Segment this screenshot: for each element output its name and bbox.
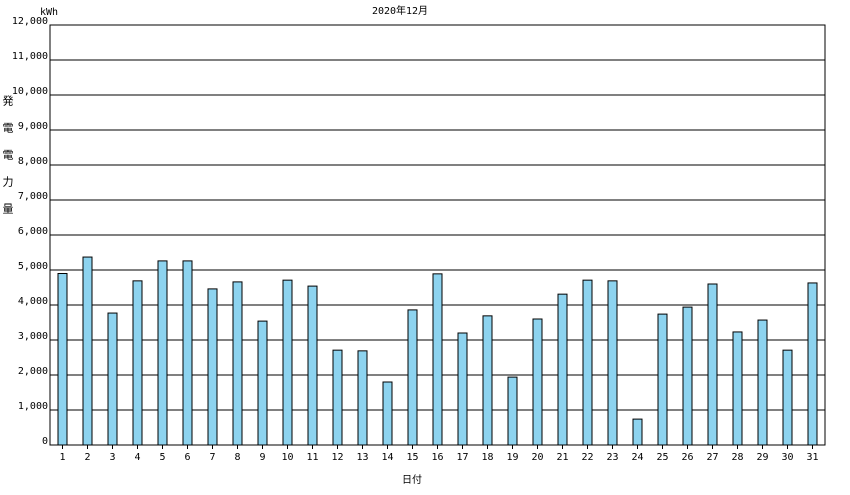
bar [507,376,518,446]
bar [582,279,593,446]
x-tick-label: 8 [234,452,240,463]
y-axis-label: 発電電力量 [1,94,14,230]
bar [107,312,118,446]
bar [707,283,718,446]
bar [632,418,643,446]
x-tick-label: 29 [756,452,768,463]
y-tick-label: 7,000 [18,191,48,202]
bar [82,256,93,446]
y-tick-label: 8,000 [18,156,48,167]
y-tick-label: 0 [42,436,48,447]
bar [782,349,793,446]
x-tick-label: 15 [406,452,418,463]
x-tick-label: 18 [481,452,493,463]
bar [407,309,418,446]
x-tick-label: 25 [656,452,668,463]
bar [332,349,343,446]
x-axis-label: 日付 [402,473,422,486]
x-tick-label: 27 [706,452,718,463]
bar [657,313,668,446]
x-tick-label: 12 [331,452,343,463]
x-tick-label: 21 [556,452,568,463]
bar [457,332,468,446]
bar [57,273,68,446]
x-tick-label: 9 [259,452,265,463]
y-tick-label: 12,000 [12,16,48,27]
y-tick-label: 3,000 [18,331,48,342]
x-tick-label: 7 [209,452,215,463]
x-tick-label: 28 [731,452,743,463]
bar [182,260,193,446]
bar [607,280,618,446]
x-tick-label: 24 [631,452,643,463]
y-unit: kWh [40,7,58,18]
bar [282,279,293,446]
y-tick-label: 5,000 [18,261,48,272]
x-tick-label: 13 [356,452,368,463]
x-tick-label: 1 [59,452,65,463]
x-tick-label: 5 [159,452,165,463]
x-tick-label: 3 [109,452,115,463]
bar [382,381,393,446]
y-tick-label: 6,000 [18,226,48,237]
x-tick-label: 19 [506,452,518,463]
x-tick-label: 16 [431,452,443,463]
x-tick-label: 2 [84,452,90,463]
bar [257,320,268,446]
bar [232,281,243,446]
x-tick-label: 14 [381,452,393,463]
bar [157,260,168,446]
x-tick-label: 17 [456,452,468,463]
bar [807,282,818,446]
bar [682,306,693,446]
bar [432,273,443,446]
bar [532,318,543,446]
x-tick-label: 31 [806,452,818,463]
x-tick-label: 20 [531,452,543,463]
y-tick-label: 2,000 [18,366,48,377]
bar [482,315,493,446]
x-tick-label: 6 [184,452,190,463]
bar [307,285,318,446]
y-tick-label: 1,000 [18,401,48,412]
x-tick-label: 23 [606,452,618,463]
bar [207,288,218,446]
x-tick-label: 30 [781,452,793,463]
bar [732,331,743,446]
y-tick-label: 9,000 [18,121,48,132]
x-tick-label: 22 [581,452,593,463]
x-tick-label: 26 [681,452,693,463]
chart-title: 2020年12月 [372,4,428,17]
x-tick-label: 4 [134,452,140,463]
bar [757,319,768,446]
y-tick-label: 4,000 [18,296,48,307]
bar [557,293,568,446]
bar [357,350,368,446]
bar [132,280,143,446]
y-tick-label: 11,000 [12,51,48,62]
y-tick-label: 10,000 [12,86,48,97]
x-tick-label: 11 [306,452,318,463]
x-tick-label: 10 [281,452,293,463]
